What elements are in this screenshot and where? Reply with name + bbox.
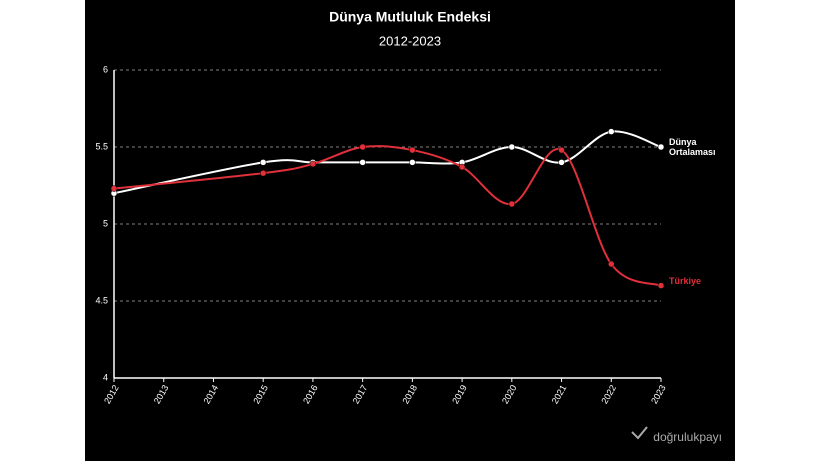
point [259,169,267,177]
y-tick-label: 5.5 [95,141,108,151]
point [657,282,665,289]
point [359,143,366,151]
point [458,163,466,171]
logo-icon [631,426,648,440]
point [110,185,118,192]
chart-background [85,0,735,461]
series-line [113,145,662,287]
point [558,146,565,154]
point [508,143,516,151]
point [508,200,516,208]
y-tick-label: 4 [103,372,108,382]
watermark: doğrulukpayı [653,430,722,444]
point [259,159,267,166]
y-tick-label: 4.5 [95,295,108,305]
series-label: Türkiye [669,275,702,286]
chart-title: Dünya Mutluluk Endeksi [329,9,491,25]
point [608,128,615,135]
point [409,146,416,154]
point [309,160,317,168]
series-label: Dünya Ortalaması [669,137,716,157]
y-tick-label: 6 [103,64,108,74]
chart-subtitle: 2012-2023 [379,33,441,48]
y-tick-label: 5 [103,218,108,228]
point [359,159,366,166]
point [409,159,416,166]
point [657,143,665,151]
point [608,260,615,268]
point [558,159,565,166]
